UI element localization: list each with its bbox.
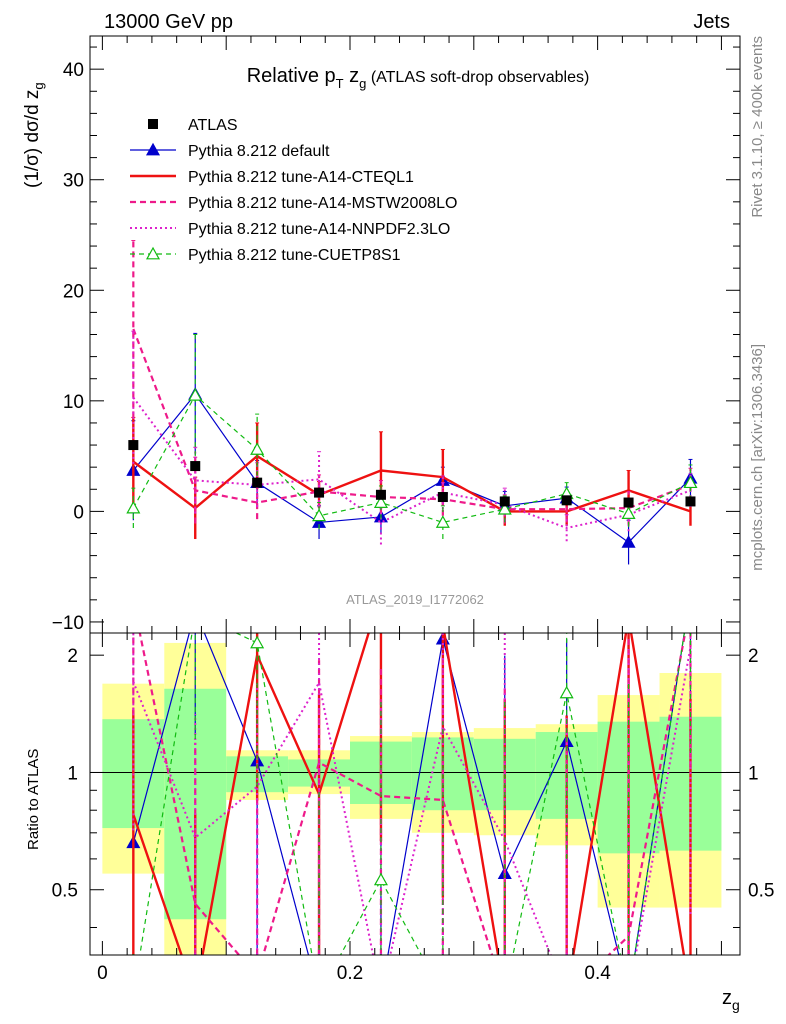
ratio-plot-frame [89, 632, 741, 956]
x-tick-label: 0 [97, 963, 108, 984]
main-y-tick-label: 20 [63, 281, 84, 302]
main-y-tick-label: −10 [52, 613, 84, 634]
series-4-ratio-marker [313, 989, 325, 1000]
x-axis-label-sub: g [732, 997, 740, 1013]
header-right: Jets [693, 11, 730, 33]
legend-marker-0 [145, 142, 161, 156]
legend-label: Pythia 8.212 default [188, 143, 330, 160]
ratio-y-tick-label-right: 0.5 [748, 881, 774, 902]
ratio-y-tick-label-right: 1 [748, 763, 759, 784]
series-4-ratio-marker [189, 607, 201, 618]
series-4-ratio-marker [437, 989, 449, 1000]
series-4-main-marker [497, 501, 512, 515]
ratio-y-tick-label-right: 2 [748, 646, 759, 667]
series-3-ratio-line [132, 646, 692, 955]
series-3-main-line [132, 396, 691, 530]
legend-label: Pythia 8.212 tune-A14-MSTW2008LO [188, 195, 457, 212]
series-4-main-line [132, 394, 691, 524]
data-point [128, 440, 139, 451]
data-point [314, 487, 325, 498]
ratio-y-tick-label: 0.5 [52, 881, 78, 902]
series-0-ratio-marker [375, 989, 387, 1000]
series-4-ratio-marker [684, 587, 696, 598]
x-axis-label: zg [722, 987, 740, 1013]
ratio-y-axis-label: Ratio to ATLAS [25, 749, 42, 850]
series-0-ratio-marker [623, 989, 635, 1000]
y-axis-label: (1/σ) dσ/d zg [22, 82, 46, 188]
rivet-label: Rivet 3.1.10, ≥ 400k events [749, 36, 766, 218]
main-y-tick-label: 40 [63, 60, 84, 81]
data-point [190, 461, 201, 472]
data-point [252, 477, 263, 488]
data-point [375, 489, 386, 500]
series-0-ratio-marker [684, 587, 696, 598]
series-4-ratio-line [139, 633, 685, 955]
series-0-ratio-marker [313, 989, 325, 1000]
legend-label: Pythia 8.212 tune-A14-CTEQL1 [188, 169, 414, 186]
x-tick-label: 0.4 [584, 963, 611, 984]
series-4-main-marker [126, 500, 141, 514]
mcplots-label: mcplots.cern.ch [arXiv:1306.3436] [749, 344, 766, 571]
legend-marker-4 [145, 246, 161, 260]
y-axis-label-sub: g [31, 82, 46, 89]
legend-label: Pythia 8.212 tune-CUETP8S1 [188, 247, 401, 264]
series-4-ratio-marker [127, 989, 139, 1000]
series-0-main-marker [621, 535, 636, 548]
series-4-main-marker [621, 506, 636, 520]
chart-title-rest: (ATLAS soft-drop observables) [366, 69, 589, 86]
ratio-y-tick-label: 1 [67, 763, 78, 784]
series-4-ratio-marker [499, 989, 511, 1000]
data-point [437, 492, 448, 503]
series-4-main-marker [188, 388, 203, 401]
chart-title-sub-t: T [336, 76, 344, 91]
legend-marker-data [148, 119, 158, 129]
chart-title-main: Relative p [247, 65, 336, 87]
chart-title: Relative pT zg (ATLAS soft-drop observab… [247, 65, 590, 91]
series-1-main-line [132, 454, 691, 513]
x-tick-label: 0.2 [337, 963, 363, 984]
series-0-ratio-line [132, 633, 685, 955]
legend: ATLAS Pythia 8.212 default Pythia 8.212 tu… [130, 117, 457, 264]
analysis-watermark: ATLAS_2019_I1772062 [346, 592, 484, 607]
x-axis-label-main: z [722, 987, 732, 1009]
main-y-tick-label: 0 [73, 502, 84, 523]
data-point [499, 496, 510, 507]
series-4-ratio-marker [373, 872, 388, 886]
series-2-main-line [132, 328, 691, 511]
ratio-y-tick-label: 2 [67, 646, 78, 667]
data-point [685, 496, 696, 507]
data-point [561, 495, 572, 506]
series-4-ratio-marker [623, 989, 635, 1000]
series-4-main-marker [373, 495, 388, 508]
main-y-tick-label: 10 [63, 392, 84, 413]
series-1-ratio-line [132, 633, 686, 955]
series-0-ratio-marker [189, 605, 201, 616]
y-axis-label-main: (1/σ) dσ/d z [22, 90, 43, 188]
series-4-main-marker [435, 515, 450, 528]
series-4-main-marker [312, 508, 327, 522]
series-4-ratio-marker [559, 685, 574, 699]
series-4-main-marker [250, 442, 265, 455]
legend-label: Pythia 8.212 tune-A14-NNPDF2.3LO [188, 221, 450, 238]
chart-title-sub-g: g [359, 76, 366, 91]
series-0-main-line [132, 393, 691, 544]
legend-label: ATLAS [188, 117, 238, 134]
data-point [623, 497, 634, 508]
header-left: 13000 GeV pp [104, 11, 233, 33]
chart-title-z: z [344, 65, 360, 87]
main-y-tick-label: 30 [63, 171, 84, 192]
series-4-main-marker [683, 475, 698, 489]
series-4-ratio-marker [250, 635, 265, 649]
